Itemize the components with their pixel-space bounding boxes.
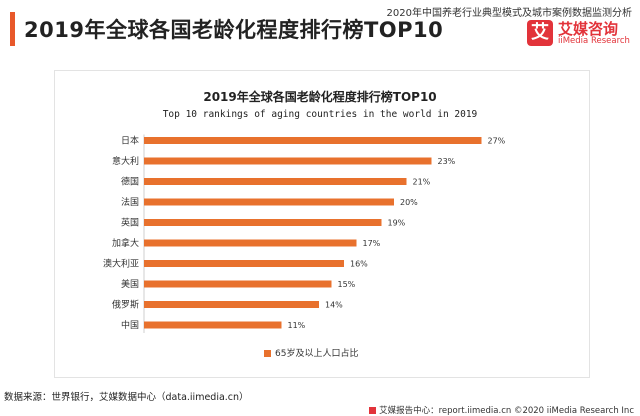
legend-label: 65岁及以上人口占比 bbox=[275, 349, 359, 359]
footer-bar: 艾媒报告中心：report.iimedia.cn ©2020 iiMedia R… bbox=[0, 404, 640, 416]
brand-name-en: iiMedia Research bbox=[558, 36, 630, 46]
data-source-note: 数据来源：世界银行，艾媒数据中心（data.iimedia.cn） bbox=[4, 392, 249, 403]
category-label: 英国 bbox=[121, 217, 139, 229]
data-label: 17% bbox=[363, 239, 381, 248]
data-label: 16% bbox=[350, 260, 368, 269]
data-label: 27% bbox=[488, 137, 506, 146]
category-label: 加拿大 bbox=[112, 237, 139, 249]
data-label: 11% bbox=[288, 321, 306, 330]
chart-subtitle: Top 10 rankings of aging countries in th… bbox=[162, 109, 478, 120]
bar bbox=[144, 219, 382, 226]
category-label: 意大利 bbox=[112, 155, 139, 167]
data-label: 14% bbox=[325, 301, 343, 310]
category-label: 德国 bbox=[121, 176, 139, 188]
bar bbox=[144, 321, 282, 329]
bar bbox=[144, 178, 407, 185]
brand-logo: 艾 艾媒咨询 iiMedia Research bbox=[527, 20, 635, 48]
category-label: 日本 bbox=[121, 135, 139, 147]
bar bbox=[144, 239, 357, 247]
title-accent-bar bbox=[10, 12, 15, 46]
data-label: 23% bbox=[438, 157, 456, 166]
category-label: 法国 bbox=[121, 196, 139, 208]
bar bbox=[144, 280, 332, 288]
chart-legend: 65岁及以上人口占比 bbox=[264, 346, 358, 359]
category-label: 澳大利亚 bbox=[103, 258, 139, 270]
report-center-icon bbox=[369, 407, 377, 414]
brand-logo-mark: 艾 bbox=[527, 20, 553, 46]
data-label: 15% bbox=[338, 280, 356, 289]
bar bbox=[144, 157, 432, 165]
bar bbox=[144, 260, 344, 267]
bar bbox=[144, 137, 482, 144]
category-label: 中国 bbox=[121, 319, 139, 331]
legend-swatch bbox=[264, 350, 271, 357]
page-title: 2019年全球各国老龄化程度排行榜TOP10 bbox=[24, 18, 444, 42]
category-label: 美国 bbox=[121, 278, 139, 290]
data-label: 19% bbox=[388, 219, 406, 228]
footer-copyright: 艾媒报告中心：report.iimedia.cn ©2020 iiMedia R… bbox=[369, 404, 634, 416]
data-label: 21% bbox=[413, 178, 431, 187]
category-label: 俄罗斯 bbox=[112, 299, 139, 311]
footer-copyright-text: 艾媒报告中心：report.iimedia.cn ©2020 iiMedia R… bbox=[379, 406, 634, 416]
bar bbox=[144, 198, 394, 206]
data-label: 20% bbox=[400, 198, 418, 207]
chart-title: 2019年全球各国老龄化程度排行榜TOP10 bbox=[203, 90, 437, 104]
report-source: 2020年中国养老行业典型模式及城市案例数据监测分析 bbox=[386, 8, 632, 19]
brand-name-cn: 艾媒咨询 bbox=[558, 20, 619, 38]
bar bbox=[144, 301, 319, 308]
